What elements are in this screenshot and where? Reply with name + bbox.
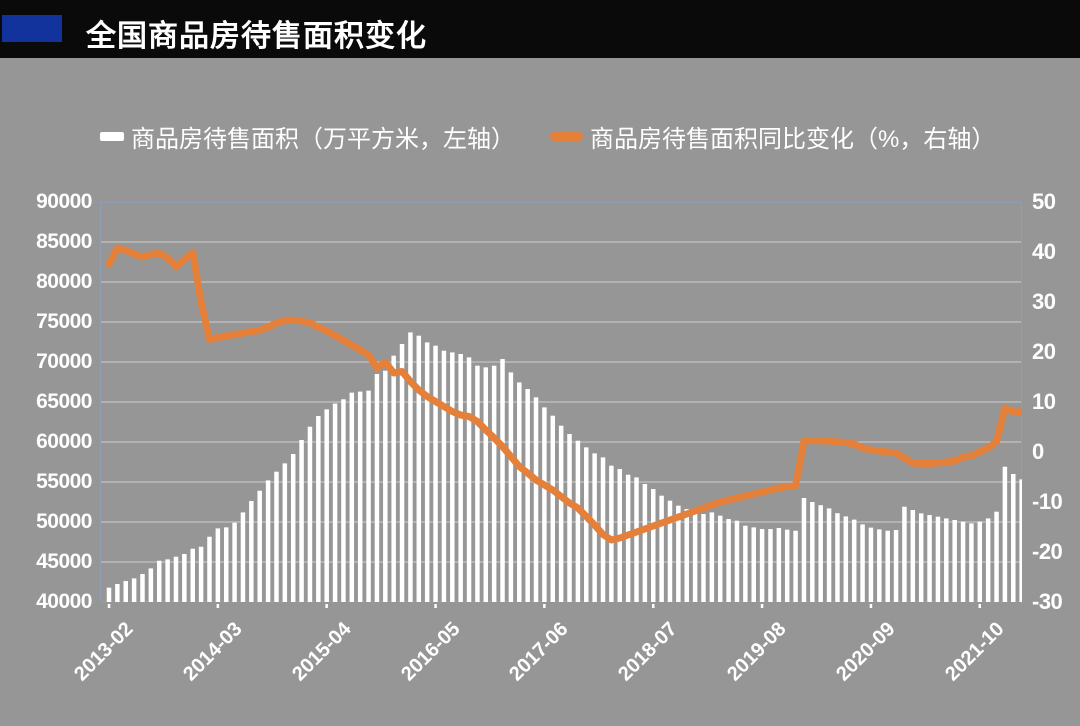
x-axis-tick-label: 2017-06 [505, 618, 573, 686]
right-axis-tick-label: -10 [1032, 489, 1063, 514]
left-axis-tick-label: 50000 [36, 510, 92, 533]
right-axis-tick-label: 20 [1032, 339, 1056, 364]
page-title: 全国商品房待售面积变化 [86, 20, 427, 53]
left-axis-tick-label: 80000 [36, 270, 92, 293]
right-axis-tick-label: -30 [1032, 589, 1063, 614]
left-axis-tick-label: 70000 [36, 350, 92, 373]
left-axis-tick-label: 45000 [36, 550, 92, 573]
x-axis-tick-label: 2015-04 [287, 618, 356, 686]
legend-item-line-series: 商品房待售面积同比变化（%，右轴） [550, 120, 996, 153]
left-axis-tick-label: 65000 [36, 390, 92, 413]
bar-swatch-icon [100, 131, 124, 141]
left-axis-tick-label: 40000 [36, 590, 92, 613]
right-axis-tick-label: 40 [1032, 239, 1056, 264]
line-series [105, 244, 1022, 544]
chart-plot-area [100, 202, 1022, 608]
right-axis-tick-label: 0 [1032, 439, 1044, 464]
left-axis-tick-label: 75000 [36, 310, 92, 333]
x-axis-tick-label: 2019-08 [723, 618, 791, 686]
x-axis-tick-label: 2018-07 [614, 618, 682, 686]
chart-legend: 商品房待售面积（万平方米，左轴） 商品房待售面积同比变化（%，右轴） [0, 120, 1080, 153]
legend-item-bar-series: 商品房待售面积（万平方米，左轴） [100, 120, 515, 153]
x-axis-tick-label: 2013-02 [70, 618, 138, 686]
legend-label-line-series: 商品房待售面积同比变化（%，右轴） [590, 125, 996, 153]
line-swatch-icon [550, 131, 583, 141]
right-axis-tick-label: -20 [1032, 539, 1063, 564]
right-axis-tick-label: 30 [1032, 289, 1056, 314]
title-accent-block [2, 15, 62, 42]
left-axis-tick-label: 85000 [36, 230, 92, 253]
x-axis-tick-label: 2016-05 [396, 618, 465, 686]
title-bar: 全国商品房待售面积变化 [0, 0, 1080, 58]
legend-label-bar-series: 商品房待售面积（万平方米，左轴） [131, 125, 515, 153]
right-axis-tick-label: 50 [1032, 189, 1056, 214]
left-axis-tick-label: 90000 [36, 190, 92, 213]
right-axis-tick-label: 10 [1032, 389, 1056, 414]
left-axis-tick-label: 60000 [36, 430, 92, 453]
left-axis-tick-label: 55000 [36, 470, 92, 493]
x-axis-tick-label: 2021-10 [940, 618, 1009, 686]
x-axis-tick-label: 2020-09 [832, 618, 900, 686]
x-axis-tick-label: 2014-03 [178, 618, 247, 686]
x-axis-tick-marks [107, 604, 981, 608]
